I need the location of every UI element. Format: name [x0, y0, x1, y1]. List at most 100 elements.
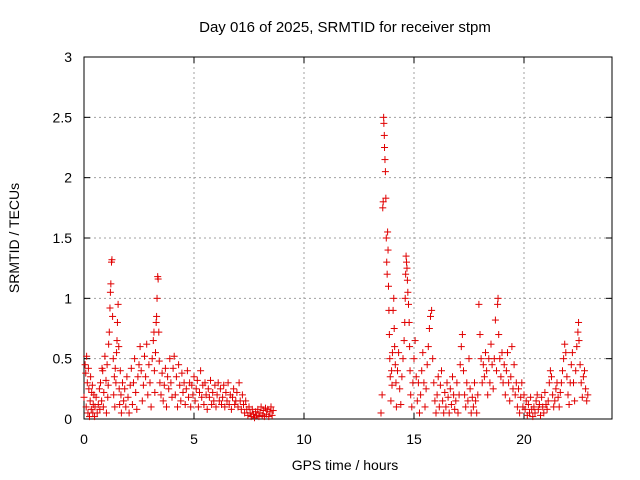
data-point	[153, 312, 161, 320]
data-point	[493, 367, 500, 375]
data-point	[384, 282, 392, 290]
data-point	[495, 331, 503, 339]
data-point	[121, 385, 129, 393]
data-point	[155, 357, 163, 365]
data-point	[554, 393, 562, 401]
data-point	[110, 373, 118, 381]
data-point	[562, 349, 570, 357]
data-point	[123, 373, 131, 381]
data-point	[410, 355, 418, 363]
data-point	[430, 379, 438, 387]
data-point	[400, 337, 408, 345]
data-point	[402, 270, 410, 278]
data-point	[109, 355, 117, 363]
data-point	[381, 168, 389, 176]
data-point	[429, 355, 437, 363]
data-point	[484, 391, 492, 399]
data-point	[205, 393, 213, 401]
data-point	[384, 246, 392, 254]
data-point	[163, 403, 170, 411]
data-point	[159, 397, 167, 405]
data-point	[208, 401, 216, 409]
data-point	[216, 385, 224, 393]
data-point	[475, 300, 483, 308]
y-axis-label: SRMTID / TECUs	[6, 183, 22, 293]
data-point	[221, 403, 229, 411]
data-point	[80, 393, 88, 401]
data-point	[145, 361, 153, 369]
data-point	[434, 373, 442, 381]
data-point	[548, 373, 555, 381]
x-tick-label: 15	[406, 431, 422, 447]
data-point	[428, 306, 436, 314]
x-axis-label: GPS time / hours	[292, 457, 399, 473]
data-point	[412, 373, 420, 381]
data-point	[431, 397, 439, 405]
data-point	[541, 388, 549, 396]
data-point	[570, 379, 577, 387]
data-point	[177, 397, 185, 405]
data-point	[104, 381, 112, 389]
data-point	[405, 300, 412, 308]
data-point	[138, 397, 146, 405]
data-point	[458, 331, 466, 339]
data-point	[257, 403, 265, 411]
data-point	[407, 391, 415, 399]
data-point	[419, 349, 427, 357]
data-point	[510, 361, 518, 369]
data-point	[524, 401, 532, 409]
data-point	[508, 343, 516, 351]
data-point	[391, 343, 399, 351]
data-point	[522, 397, 530, 405]
data-point	[385, 331, 393, 339]
data-point	[383, 258, 391, 266]
data-point	[174, 403, 181, 411]
y-tick-label: 2	[64, 170, 72, 186]
data-point	[447, 401, 455, 409]
x-tick-label: 0	[80, 431, 88, 447]
data-point	[265, 413, 273, 421]
data-point	[515, 385, 522, 393]
data-point	[451, 405, 459, 413]
data-point	[391, 361, 399, 369]
data-point	[584, 391, 592, 399]
data-point	[504, 349, 511, 357]
data-point	[578, 393, 586, 401]
data-point	[577, 379, 585, 387]
data-point	[141, 352, 148, 360]
data-point	[152, 349, 159, 357]
data-point	[520, 391, 528, 399]
data-point	[396, 385, 404, 393]
data-point	[160, 381, 168, 389]
data-point	[178, 369, 186, 377]
data-point	[266, 408, 274, 416]
data-point	[189, 391, 197, 399]
data-point	[442, 403, 450, 411]
data-point	[150, 367, 158, 375]
y-tick-label: 1	[64, 290, 72, 306]
data-point	[219, 393, 227, 401]
data-point	[403, 264, 411, 272]
data-point	[100, 388, 108, 396]
data-point	[124, 393, 132, 401]
data-point	[92, 393, 100, 401]
data-point	[479, 361, 487, 369]
data-point	[432, 409, 440, 417]
data-point	[406, 343, 414, 351]
data-point	[388, 349, 396, 357]
data-point	[462, 403, 470, 411]
data-point	[532, 397, 540, 405]
data-point	[136, 343, 144, 351]
data-point	[420, 379, 428, 387]
data-point	[516, 409, 524, 417]
data-point	[461, 391, 469, 399]
data-point	[422, 385, 430, 393]
data-point	[84, 364, 92, 372]
data-point	[408, 403, 416, 411]
data-point	[95, 385, 103, 393]
data-point	[565, 401, 573, 409]
data-point	[120, 397, 128, 405]
y-tick-label: 1.5	[53, 230, 73, 246]
data-point	[564, 391, 572, 399]
data-point	[417, 391, 425, 399]
